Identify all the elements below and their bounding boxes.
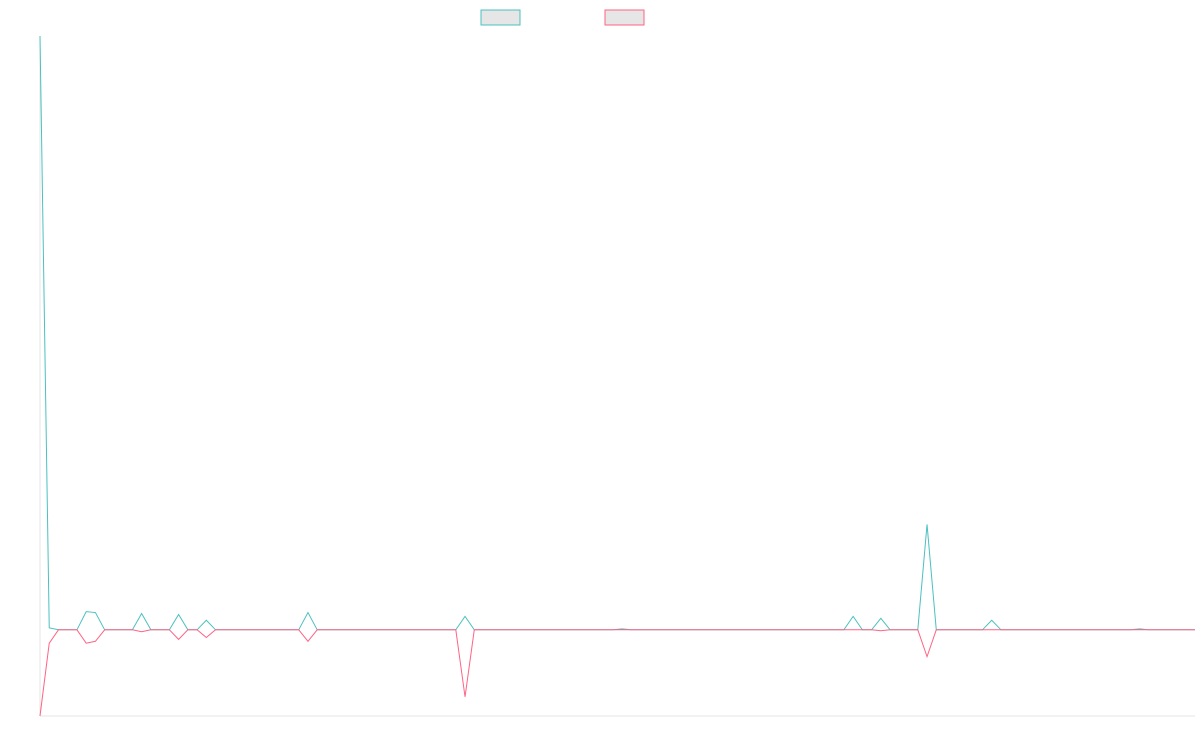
legend[interactable] — [480, 9, 645, 26]
legend-swatch-1[interactable] — [480, 9, 521, 26]
series-layer — [39, 35, 1195, 717]
legend-swatch-2[interactable] — [604, 9, 645, 26]
series-line-1 — [39, 35, 1195, 631]
series-line-2 — [39, 629, 1195, 717]
